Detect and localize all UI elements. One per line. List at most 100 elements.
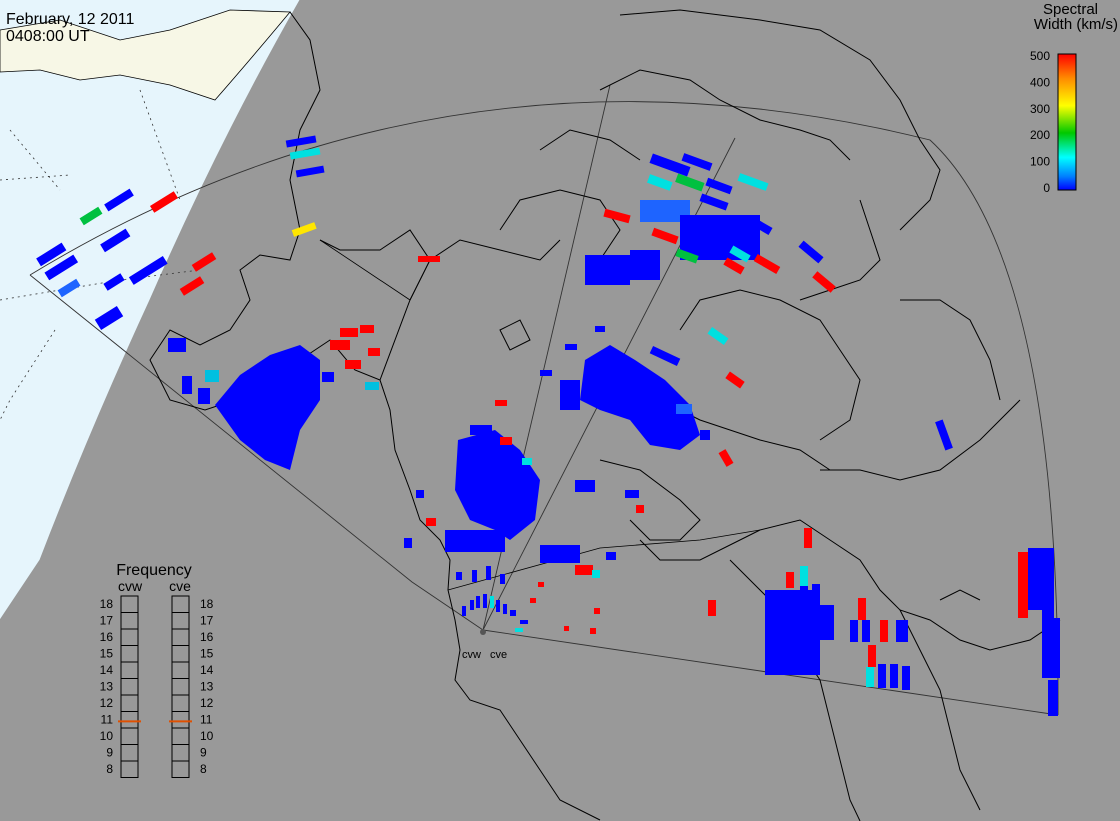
coastlines [149,9,1061,821]
echo-cell [1018,582,1028,618]
echo-cell [676,404,692,414]
echo-cell [749,217,773,235]
echo-cell [812,584,820,604]
echo-cell [707,326,729,346]
echo-cell [404,538,412,548]
echo-cell [1048,680,1058,716]
echo-cell [128,256,168,285]
frequency-ladder-cve [171,595,190,778]
echo-cell [868,645,876,667]
echo-cell [935,419,953,451]
spectral-width-colorbar: Spectral Width (km/s) 500 400 300 200 100 0 [1030,1,1118,195]
colorbar-ticks: 500 400 300 200 100 0 [1030,49,1050,195]
echo-cell [503,604,507,614]
terminator-edge [0,0,301,621]
echo-cell [496,600,500,612]
echo-cell [462,606,466,616]
frequency-level-label: 13 [100,680,114,694]
echo-cell [470,600,474,610]
echo-cell [651,227,679,245]
echo-cell [786,572,794,588]
backscatter-echoes [36,135,1060,716]
echo-cell [1028,548,1042,610]
frequency-level-label: 9 [106,746,113,760]
echo-cell [456,572,462,580]
echo-cell [804,528,812,548]
echo-cell [79,206,103,226]
echo-cell [723,257,745,275]
echo-cell [36,242,67,267]
frequency-radar-cvw: cvw [118,578,143,594]
frequency-level-label: 10 [100,729,114,743]
echo-cell [483,594,487,608]
echo-cell [630,250,660,280]
frequency-level-label: 11 [200,713,213,727]
echo-cell [104,188,134,212]
echo-cell [595,326,605,332]
echo-cell [44,254,79,281]
frequency-level-label: 17 [200,614,214,628]
echo-cell [57,278,81,298]
echo-cell [150,191,178,213]
echo-cell [718,449,734,467]
echo-cell [812,271,836,293]
echo-cell [100,228,131,253]
echo-cell [765,590,820,675]
echo-cell [486,566,491,580]
echo-cell [191,252,217,272]
echo-block [580,345,700,450]
echo-cell [515,628,523,632]
frequency-level-label: 15 [200,647,214,661]
echo-cell [798,240,824,264]
echo-cell [426,518,436,526]
echo-cell [858,598,866,620]
colorbar-ramp [1057,53,1077,191]
echo-cell [800,586,808,606]
echo-cell [179,276,205,296]
echo-cell [878,664,886,688]
frequency-panel: Frequency cvw cve 18 17 16 15 14 13 12 11 10 9 8 18… [100,562,214,778]
echo-cell [590,628,596,634]
echo-cell [291,222,317,237]
echo-cell [850,620,858,642]
echo-cell [340,328,358,337]
frequency-level-label: 18 [100,597,114,611]
echo-cell [520,620,528,624]
near-range-echoes [456,566,600,634]
echo-cell [675,248,699,264]
echo-cell [880,620,888,642]
echo-cell [862,620,870,642]
echo-cell [530,598,536,603]
echo-cell [495,400,507,406]
echo-cell [500,574,505,584]
echo-cell [592,570,600,578]
echo-cell [168,338,186,352]
frequency-ladder-cvw [120,595,139,778]
frequency-level-label: 12 [100,696,114,710]
echo-cell [538,582,544,587]
echo-cell [360,325,374,333]
echo-cell [1018,552,1028,582]
echo-cell [490,596,494,608]
echo-cell [625,490,639,498]
echo-cell [866,667,874,687]
echo-cell [575,480,595,492]
echo-cell [681,153,713,171]
frequency-level-label: 9 [200,746,207,760]
frequency-level-label: 8 [106,762,113,776]
colorbar-title-line1: Spectral [1043,1,1098,18]
frequency-level-label: 14 [200,663,214,677]
echo-cell [476,596,480,608]
echo-cell [902,666,910,690]
echo-cell [700,430,710,440]
echo-cell [640,200,690,222]
echo-cell [418,256,440,262]
echo-cell [896,620,908,642]
echo-cell [603,208,631,224]
echo-cell [737,173,769,191]
echo-cell [575,565,593,575]
echo-cell [800,566,808,586]
echo-cell [205,370,219,382]
echo-cell [725,371,745,389]
